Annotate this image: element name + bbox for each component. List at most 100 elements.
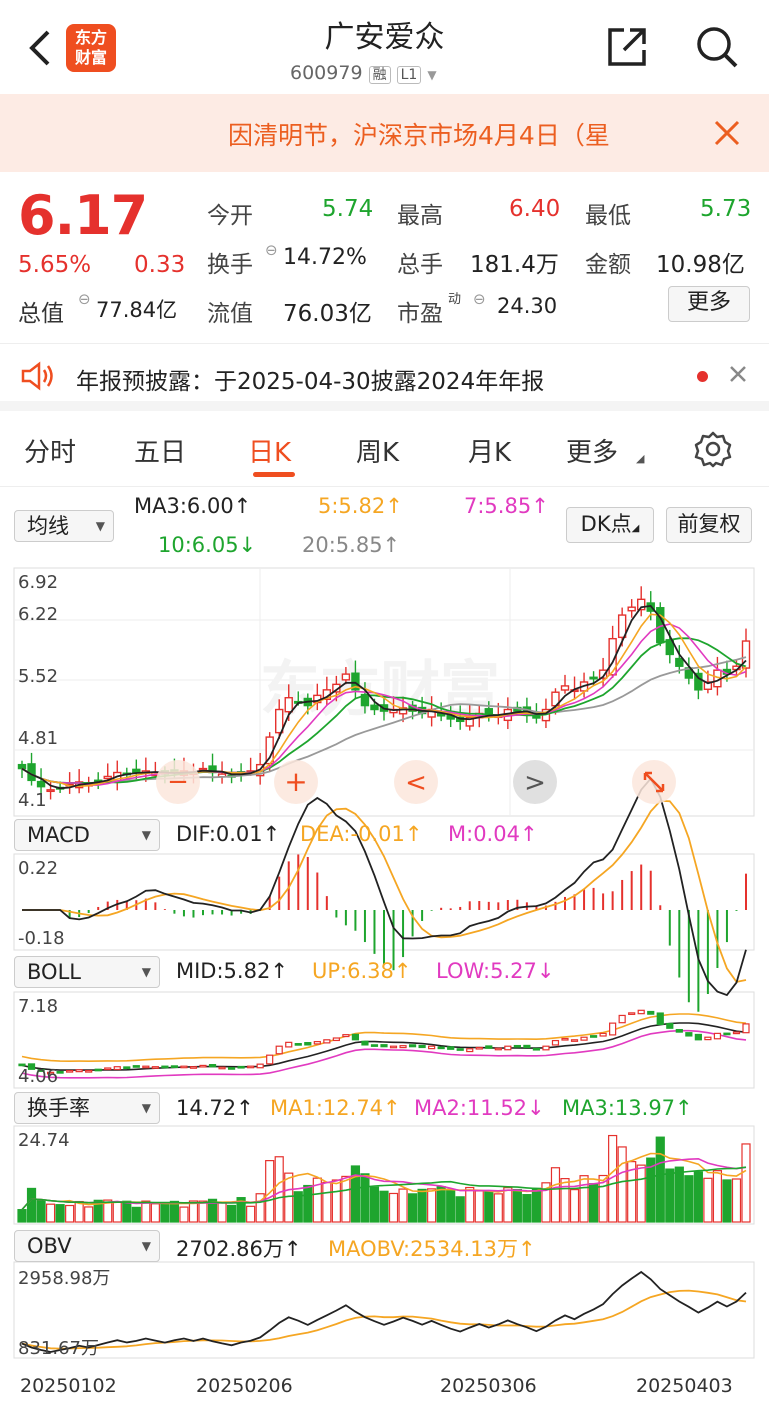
volume-value: 181.4万 (470, 252, 559, 278)
chevron-down-icon: ▼ (141, 965, 151, 979)
boll-candle (237, 1065, 245, 1069)
boll-candle (542, 1045, 550, 1051)
zoom-out-button[interactable]: − (156, 760, 200, 804)
boll-candle (94, 1068, 102, 1072)
candles-and-ma (17, 586, 751, 800)
turnover-bar (379, 1190, 389, 1223)
boll-candle (161, 1065, 169, 1069)
share-icon[interactable] (604, 24, 650, 70)
turnover-ma1: MA1:12.74↑ (270, 1096, 401, 1120)
turnover-bar (293, 1191, 303, 1223)
prev-button[interactable]: < (394, 760, 438, 804)
obv-maobv: MAOBV:2534.13万↑ (328, 1237, 536, 1261)
turnover-bar (360, 1173, 370, 1223)
next-button[interactable]: > (513, 760, 557, 804)
candle-body (370, 704, 379, 711)
amount-label: 金额 (585, 252, 631, 278)
macd-plot (22, 777, 747, 1012)
x-label: 20250206 (196, 1375, 293, 1397)
turnover-bar (188, 1200, 199, 1223)
ma-selector[interactable]: 均线 ▼ (14, 510, 114, 542)
macd-dea: DEA:-0.01↑ (300, 822, 423, 846)
turnover-bar (674, 1166, 684, 1223)
macd-y-label: -0.18 (18, 928, 65, 949)
turnover-bar (446, 1188, 456, 1223)
ma10-value: 10:6.05↓ (158, 533, 257, 557)
expand-icon[interactable] (632, 760, 676, 804)
boll-candle (456, 1048, 464, 1051)
tab-daily-k[interactable]: 日K (248, 438, 292, 468)
boll-selector[interactable]: BOLL ▼ (14, 956, 160, 988)
turnover-bar (103, 1199, 113, 1223)
zoom-in-label: + (284, 765, 307, 798)
turnover-bar (36, 1199, 46, 1223)
announcement-bar[interactable]: 年报预披露：于2025-04-30披露2024年年报 (0, 343, 769, 411)
boll-candle (37, 1069, 45, 1072)
boll-candle (75, 1069, 83, 1073)
boll-candle (656, 1012, 664, 1026)
tab-more[interactable]: 更多 (566, 438, 619, 468)
boll-candle (466, 1048, 474, 1053)
turnover-bar (579, 1175, 589, 1223)
high-label: 最高 (397, 203, 443, 229)
turnover-y-label: 24.74 (18, 1130, 70, 1151)
boll-candle (551, 1039, 560, 1046)
boll-candle (104, 1067, 112, 1071)
dk-point-button[interactable]: DK点◢ (566, 507, 654, 543)
holiday-notice[interactable]: 因清明节，沪深京市场4月4日（星 (0, 94, 769, 172)
info-icon[interactable]: ⊖ (265, 241, 278, 259)
turnover-bar (255, 1193, 265, 1223)
zoom-in-button[interactable]: + (274, 760, 318, 804)
boll-y-label: 7.18 (18, 996, 58, 1017)
close-icon[interactable] (712, 110, 742, 157)
turnover-bar (274, 1156, 284, 1223)
high-value: 6.40 (509, 196, 561, 222)
kline-chart[interactable]: 东方财富 6.92 6.22 5.52 4.81 4.1 − + < > 0.2… (0, 560, 769, 1402)
gear-icon[interactable] (694, 430, 732, 472)
search-icon[interactable] (694, 24, 740, 70)
boll-candle (18, 1063, 26, 1067)
boll-candle (151, 1066, 159, 1069)
tab-monthly-k[interactable]: 月K (468, 438, 512, 468)
info-icon[interactable]: ⊖ (78, 290, 91, 308)
turnover-bar (322, 1181, 332, 1223)
change-amount: 0.33 (134, 252, 186, 278)
macd-dif: DIF:0.01↑ (176, 822, 281, 846)
turnover-ma2: MA2:11.52↓ (414, 1096, 545, 1120)
candle-body (36, 780, 46, 788)
obv-plot (21, 1270, 747, 1353)
chevron-left-icon[interactable] (26, 28, 56, 74)
turnover-bar (646, 1157, 656, 1223)
boll-candle (523, 1044, 531, 1049)
caret-icon: ◢ (631, 523, 640, 534)
candle-body (675, 657, 684, 667)
open-value: 5.74 (322, 196, 374, 222)
turnover-ma3-line (21, 1166, 747, 1211)
tab-weekly-k[interactable]: 周K (356, 438, 400, 468)
ma3-value: MA3:6.00↑ (134, 494, 252, 518)
info-icon[interactable]: ⊖ (473, 290, 486, 308)
boll-candle (494, 1047, 502, 1051)
turnover-bar (636, 1164, 646, 1223)
close-icon[interactable] (728, 364, 748, 388)
turnover-bar (55, 1204, 65, 1223)
macd-selector[interactable]: MACD ▼ (14, 819, 160, 851)
tab-five-day[interactable]: 五日 (134, 438, 187, 468)
boll-candle (408, 1044, 417, 1048)
boll-candle (694, 1033, 702, 1041)
candle-body (532, 715, 541, 719)
tab-intraday[interactable]: 分时 (24, 438, 77, 468)
candle-body (284, 697, 293, 713)
open-label: 今开 (207, 203, 253, 229)
adjust-button[interactable]: 前复权 (666, 507, 752, 543)
turnover-bar (665, 1168, 675, 1223)
boll-candle (361, 1040, 369, 1046)
obv-selector[interactable]: OBV ▼ (14, 1230, 160, 1262)
margin-tag: 融 (368, 66, 391, 84)
stock-code-row[interactable]: 600979 融 L1 ▼ (290, 62, 437, 84)
turnover-selector[interactable]: 换手率 ▼ (14, 1092, 160, 1124)
more-button[interactable]: 更多 (668, 286, 750, 322)
ma5-value: 5:5.82↑ (318, 494, 403, 518)
turnover-bar (331, 1179, 341, 1223)
ma5-line (21, 613, 747, 788)
